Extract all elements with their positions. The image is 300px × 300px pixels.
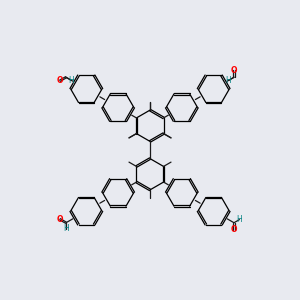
Text: O: O [231, 225, 237, 234]
Text: H: H [68, 76, 74, 85]
Text: O: O [57, 215, 63, 224]
Text: H: H [236, 215, 242, 224]
Text: H: H [63, 224, 69, 233]
Text: H: H [226, 76, 232, 85]
Text: O: O [57, 76, 63, 85]
Text: O: O [231, 66, 237, 75]
